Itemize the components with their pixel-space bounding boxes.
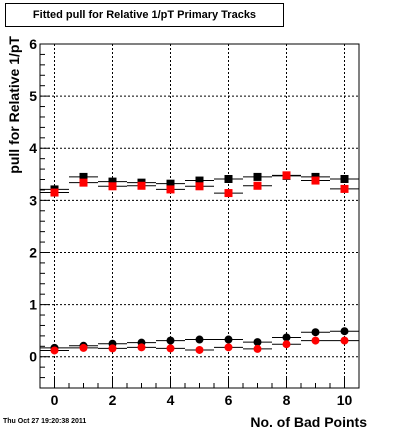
circle-marker <box>340 327 349 336</box>
circle-marker <box>224 343 233 352</box>
square-marker <box>340 184 349 193</box>
x-tick-label: 8 <box>283 392 291 408</box>
circle-marker <box>311 328 320 337</box>
circle-marker <box>253 344 262 353</box>
timestamp: Thu Oct 27 19:20:38 2011 <box>3 418 87 425</box>
circle-marker <box>224 335 233 344</box>
y-tick-label: 0 <box>29 349 37 365</box>
y-tick-label: 6 <box>29 36 37 52</box>
square-marker <box>340 174 349 183</box>
data-marks <box>40 171 359 355</box>
y-tick-label: 3 <box>29 192 37 208</box>
square-marker <box>79 172 88 181</box>
square-marker <box>224 174 233 183</box>
x-tick-label: 10 <box>337 392 353 408</box>
y-tick-label: 5 <box>29 88 37 104</box>
y-tick-label: 2 <box>29 244 37 260</box>
square-marker <box>224 189 233 198</box>
y-axis-label: pull for Relative 1/pT <box>6 36 22 174</box>
square-marker <box>79 178 88 187</box>
square-marker <box>108 177 117 186</box>
x-tick-label: 0 <box>51 392 59 408</box>
circle-marker <box>50 346 59 355</box>
circle-marker <box>253 338 262 347</box>
circle-marker <box>166 336 175 345</box>
circle-marker <box>282 333 291 342</box>
square-marker <box>137 181 146 190</box>
square-marker <box>282 171 291 180</box>
x-tick-label: 4 <box>167 392 175 408</box>
circle-marker <box>340 336 349 345</box>
axis-ticks: 0 2 4 6 8 10 0 1 2 3 4 5 6 <box>29 36 360 408</box>
circle-marker <box>79 343 88 352</box>
square-marker <box>50 188 59 197</box>
square-marker <box>166 179 175 188</box>
square-marker <box>195 182 204 191</box>
chart-title: Fitted pull for Relative 1/pT Primary Tr… <box>5 3 284 27</box>
square-marker <box>253 181 262 190</box>
circle-marker <box>108 344 117 353</box>
y-tick-label: 4 <box>29 140 37 156</box>
circle-marker <box>166 344 175 353</box>
circle-marker <box>137 343 146 352</box>
square-marker <box>108 182 117 191</box>
square-marker <box>166 185 175 194</box>
square-marker <box>253 172 262 181</box>
circle-marker <box>282 340 291 349</box>
grid-lines <box>40 43 359 388</box>
y-tick-label: 1 <box>29 297 37 313</box>
x-tick-label: 2 <box>109 392 117 408</box>
square-marker <box>311 176 320 185</box>
square-marker <box>195 176 204 185</box>
x-axis-label: No. of Bad Points <box>250 414 367 430</box>
circle-marker <box>195 345 204 354</box>
x-tick-label: 6 <box>225 392 233 408</box>
circle-marker <box>195 335 204 344</box>
circle-marker <box>311 336 320 345</box>
